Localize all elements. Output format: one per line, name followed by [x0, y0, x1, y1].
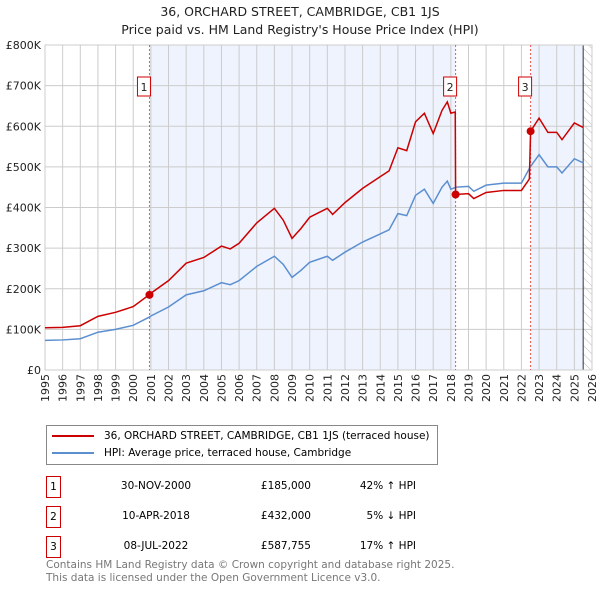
sale-label: 3: [522, 81, 529, 94]
x-tick-label: 2002: [163, 374, 176, 402]
y-tick-label: £0: [27, 364, 41, 377]
y-tick-label: £400K: [6, 202, 42, 215]
legend-label: 36, ORCHARD STREET, CAMBRIDGE, CB1 1JS (…: [104, 430, 430, 442]
y-tick-label: £500K: [6, 161, 42, 174]
sale-price: £432,000: [260, 510, 311, 522]
sale-label-box: [443, 76, 458, 97]
legend: 36, ORCHARD STREET, CAMBRIDGE, CB1 1JS (…: [46, 425, 438, 465]
sale-hpi-diff: 42% ↑ HPI: [359, 480, 416, 492]
price-paid-line: [44, 100, 584, 329]
sale-marker-badge: 2: [46, 506, 61, 528]
legend-swatch-blue: [52, 452, 94, 454]
x-tick-label: 2024: [551, 374, 564, 402]
legend-item-hpi: HPI: Average price, terraced house, Camb…: [52, 446, 351, 460]
x-tick-label: 2000: [127, 374, 140, 402]
subtitle-line: Price paid vs. HM Land Registry's House …: [121, 22, 479, 37]
x-tick-label: 2003: [180, 374, 193, 402]
sale-row: 1 30-NOV-2000 £185,000 42% ↑ HPI: [46, 476, 446, 498]
x-tick-label: 2017: [427, 374, 440, 402]
sale-price: £185,000: [260, 480, 311, 492]
x-tick-label: 2015: [392, 374, 405, 402]
sale-date: 08-JUL-2022: [123, 540, 189, 552]
chart-title: 36, ORCHARD STREET, CAMBRIDGE, CB1 1JS P…: [0, 3, 600, 39]
x-tick-label: 1998: [92, 374, 105, 402]
x-tick-label: 1999: [110, 374, 123, 402]
x-tick-label: 2018: [445, 374, 458, 402]
x-tick-label: 2007: [251, 374, 264, 402]
sale-label-box: [518, 76, 533, 97]
x-tick-label: 2006: [233, 374, 246, 402]
y-tick-label: £100K: [6, 323, 42, 336]
sale-hpi-diff: 5% ↓ HPI: [366, 510, 416, 522]
footer-line: Contains HM Land Registry data © Crown c…: [46, 559, 455, 571]
legend-item-property: 36, ORCHARD STREET, CAMBRIDGE, CB1 1JS (…: [52, 429, 430, 443]
plot-frame: [44, 44, 593, 371]
hpi-line: [44, 153, 584, 342]
x-tick-label: 2005: [215, 374, 228, 402]
x-tick-label: 2013: [357, 374, 370, 402]
sale-hpi-diff: 17% ↑ HPI: [359, 540, 416, 552]
x-tick-label: 2012: [339, 374, 352, 402]
footer-line: This data is licensed under the Open Gov…: [46, 571, 381, 584]
y-tick-label: £300K: [6, 242, 42, 255]
sale-price: £587,755: [260, 540, 311, 552]
x-tick-label: 2026: [586, 374, 599, 402]
footer: Contains HM Land Registry data © Crown c…: [46, 559, 454, 584]
x-tick-label: 2014: [374, 374, 387, 402]
y-tick-label: £200K: [6, 283, 42, 296]
x-tick-label: 1995: [39, 374, 52, 402]
x-tick-label: 2025: [568, 374, 581, 402]
x-tick-label: 2019: [462, 374, 475, 402]
sale-row: 2 10-APR-2018 £432,000 5% ↓ HPI: [46, 506, 446, 528]
y-tick-label: £600K: [6, 120, 42, 133]
sale-date: 10-APR-2018: [122, 510, 190, 522]
x-tick-label: 2016: [410, 374, 423, 402]
x-tick-label: 1997: [74, 374, 87, 402]
sale-row: 3 08-JUL-2022 £587,755 17% ↑ HPI: [46, 536, 446, 558]
x-tick-label: 2011: [321, 374, 334, 402]
plot-area: 1995 1996 1997 1998 1999 2000 2001 2002 2003 2004…: [6, 39, 599, 402]
x-tick-label: 2020: [480, 374, 493, 402]
sale-marker-badge: 1: [46, 476, 61, 498]
sale-marker-badge: 3: [46, 536, 61, 558]
title-line: 36, ORCHARD STREET, CAMBRIDGE, CB1 1JS: [160, 4, 440, 19]
y-tick-label: £700K: [6, 80, 42, 93]
sale-point: [145, 290, 154, 299]
x-tick-label: 1996: [57, 374, 70, 402]
x-tick-label: 2008: [268, 374, 281, 402]
sale-point: [451, 190, 460, 199]
sale-label-box: [136, 76, 151, 97]
sale-label: 1: [140, 81, 147, 94]
x-tick-label: 2022: [515, 374, 528, 402]
sale-label: 2: [447, 81, 454, 94]
legend-swatch-red: [52, 435, 94, 437]
x-tick-label: 2023: [533, 374, 546, 402]
x-tick-label: 2010: [304, 374, 317, 402]
legend-label: HPI: Average price, terraced house, Camb…: [104, 447, 352, 459]
sale-point: [526, 127, 535, 136]
x-tick-label: 2009: [286, 374, 299, 402]
x-tick-label: 2004: [198, 374, 211, 402]
y-tick-label: £800K: [6, 39, 42, 52]
x-tick-label: 2001: [145, 374, 158, 402]
sale-date: 30-NOV-2000: [120, 480, 192, 492]
x-tick-label: 2021: [498, 374, 511, 402]
